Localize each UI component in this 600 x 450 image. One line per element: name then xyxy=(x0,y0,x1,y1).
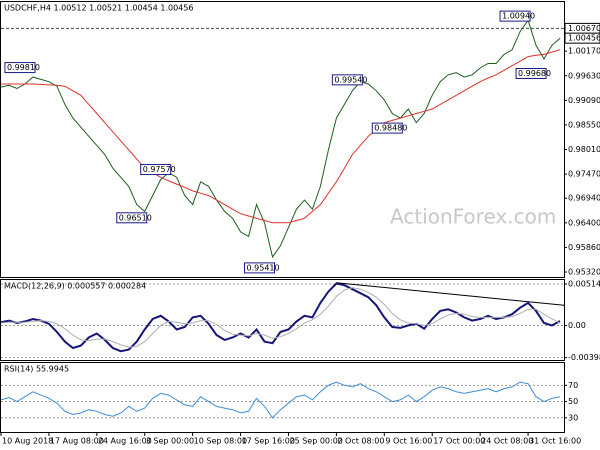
y-tick-label: 30 xyxy=(568,413,578,422)
x-tick-label: 25 Sep 00:00 xyxy=(289,437,342,446)
x-tick-label: 9 Oct 16:00 xyxy=(385,437,432,446)
macd-panel xyxy=(0,279,565,361)
x-tick-label: 2 Oct 08:00 xyxy=(337,437,384,446)
y-tick-label: 0.96400 xyxy=(568,218,600,227)
annotation-box xyxy=(499,10,531,22)
chart-title: USDCHF,H4 1.00512 1.00521 1.00454 1.0045… xyxy=(4,4,193,13)
annotation-box xyxy=(371,122,403,134)
series-line xyxy=(0,381,561,419)
annotation-box xyxy=(140,164,172,176)
y-tick-label: 70 xyxy=(568,381,578,390)
annotation-box xyxy=(116,212,148,224)
x-tick-label: 3 Sep 00:00 xyxy=(146,437,194,446)
series-line xyxy=(0,287,561,348)
watermark: ActionForex.com xyxy=(390,205,556,229)
annotation-box xyxy=(4,62,36,74)
current-box xyxy=(564,32,600,44)
trendline xyxy=(336,282,565,306)
price-panel xyxy=(0,1,565,278)
annotation-label: 0.96510 xyxy=(119,213,152,222)
x-tick-label: 24 Oct 08:00 xyxy=(481,437,533,446)
x-tick-label: 17 Oct 00:00 xyxy=(433,437,485,446)
macd-title: MACD(12,26,9) 0.000557 0.000284 xyxy=(4,282,146,291)
y-tick-label: 1.00170 xyxy=(568,47,600,56)
y-tick-label: 0.96940 xyxy=(568,194,600,203)
y-tick-label: 0.95860 xyxy=(568,243,600,252)
annotation-label: 1.00940 xyxy=(502,12,535,21)
x-tick-label: 10 Aug 2018 xyxy=(2,437,53,446)
y-tick-label: 0.95320 xyxy=(568,267,600,276)
annotation-box xyxy=(331,74,363,86)
annotation-label: 0.99810 xyxy=(7,63,40,72)
annotation-label: 0.99540 xyxy=(334,75,367,84)
y-tick-label: 50 xyxy=(568,397,578,406)
y-tick-label: 0.98550 xyxy=(568,120,600,129)
annotation-label: 0.97570 xyxy=(143,165,176,174)
y-tick-label: 0.00 xyxy=(568,321,586,330)
y-tick-label: 0.005145 xyxy=(568,279,600,288)
series-line xyxy=(1,49,561,224)
x-tick-label: 24 Aug 16:00 xyxy=(98,437,152,446)
x-tick-label: 17 Aug 08:00 xyxy=(50,437,104,446)
x-tick-label: 17 Sep 16:00 xyxy=(242,437,295,446)
annotation-label: 0.98480 xyxy=(374,124,407,133)
x-tick-label: 10 Sep 08:00 xyxy=(194,437,247,446)
annotation-box xyxy=(515,67,547,79)
y-tick-label: 0.99090 xyxy=(568,96,600,105)
x-tick-label: 31 Oct 16:00 xyxy=(529,437,581,446)
rsi-panel xyxy=(0,362,565,433)
y-tick-label: -0.003989 xyxy=(568,353,600,362)
series-line xyxy=(0,19,561,259)
y-tick-label: 0.97470 xyxy=(568,170,600,179)
y-tick-label: 0.99630 xyxy=(568,71,600,80)
series-line xyxy=(0,282,561,353)
level-label: 1.00670 xyxy=(568,24,600,33)
annotation-label: 0.99680 xyxy=(518,69,551,78)
annotation-label: 0.95410 xyxy=(247,263,280,272)
current-label: 1.00456 xyxy=(568,34,600,43)
y-tick-label: 0.98010 xyxy=(568,145,600,154)
annotation-box xyxy=(244,262,276,274)
rsi-title: RSI(14) 55.9945 xyxy=(4,365,69,374)
